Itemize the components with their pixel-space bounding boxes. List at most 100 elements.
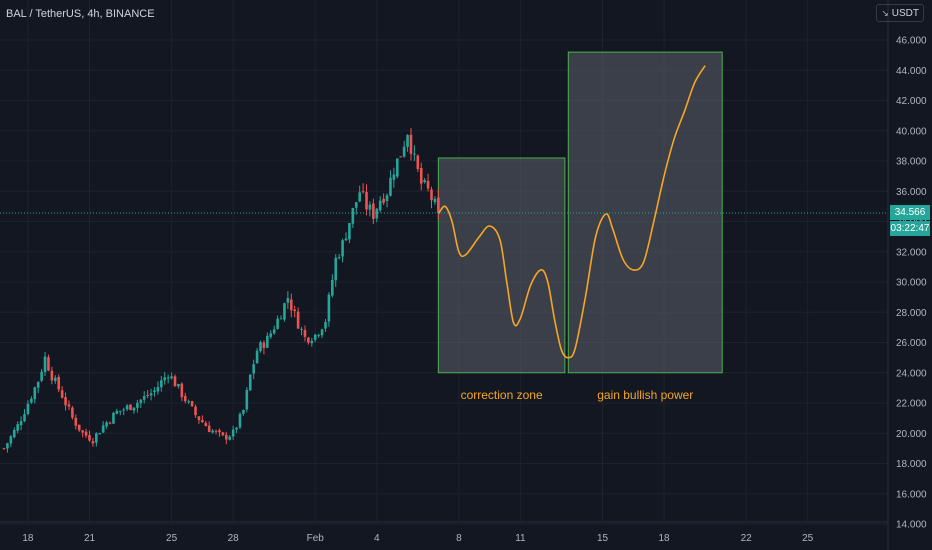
candle-body [399, 156, 403, 158]
candle-body [221, 432, 225, 436]
candle [190, 400, 194, 407]
candle-body [67, 404, 71, 407]
candle-body [269, 333, 273, 337]
candle [77, 424, 81, 433]
candle-body [392, 174, 396, 180]
candle [122, 407, 125, 416]
candle-body [91, 441, 95, 444]
candle-body [81, 430, 84, 433]
candle-body [204, 422, 208, 427]
candle [30, 396, 33, 404]
price-axis[interactable]: 46.00044.00042.00040.00038.00036.00034.0… [896, 36, 927, 531]
candle-body [2, 448, 6, 450]
candle [266, 332, 269, 349]
candle-body [358, 192, 361, 202]
candle [313, 334, 317, 343]
price-tick-label: 40.000 [896, 126, 927, 137]
candle [307, 336, 310, 345]
candle-body [77, 424, 81, 431]
candle [402, 140, 406, 158]
candle [255, 347, 259, 364]
currency-button[interactable]: ↘ USDT [876, 4, 924, 22]
candle-body [30, 398, 33, 403]
candle-body [327, 294, 331, 322]
candle-body [187, 401, 190, 403]
candle [252, 359, 255, 380]
candle [382, 193, 385, 205]
forecast-curve-layer [437, 65, 706, 359]
candle-body [180, 383, 184, 398]
candle-body [409, 134, 413, 154]
candle [211, 428, 214, 434]
candle-body [156, 386, 160, 392]
candle [385, 193, 389, 208]
candle-body [108, 422, 112, 424]
annotations: correction zone gain bullish power [461, 388, 694, 402]
candle-body [88, 435, 91, 441]
candle-body [324, 322, 327, 329]
candle-body [98, 433, 102, 435]
candle [95, 432, 98, 447]
candle-body [245, 389, 249, 410]
candle [286, 291, 290, 309]
candle [396, 158, 399, 179]
candle-body [43, 356, 47, 372]
candle-body [149, 393, 153, 396]
candle-body [50, 370, 54, 381]
candle [430, 186, 433, 209]
time-axis[interactable]: 18 21 25 28 Feb 4 8 11 15 18 22 25 [22, 533, 813, 544]
candle-body [57, 376, 61, 390]
candle-body [365, 192, 368, 210]
candle [337, 253, 341, 260]
candle-body [248, 374, 252, 391]
candle [139, 399, 143, 408]
candle-body [160, 380, 163, 388]
candle [238, 412, 242, 430]
candle-body [60, 390, 64, 398]
candle [242, 409, 245, 416]
time-tick-label: 28 [228, 533, 240, 544]
candle-body [218, 430, 221, 433]
candle [293, 305, 296, 318]
candle [245, 387, 249, 413]
price-tick-label: 14.000 [896, 520, 927, 531]
candle-body [272, 329, 276, 334]
candle-body [289, 299, 293, 311]
candle [142, 391, 146, 404]
candle [300, 326, 303, 336]
candle [365, 184, 368, 216]
time-tick-label: 25 [802, 533, 814, 544]
candle [235, 427, 238, 433]
candle [105, 420, 108, 429]
candle [108, 421, 112, 425]
candle-body [255, 350, 259, 364]
candle [71, 405, 74, 420]
candle-body [190, 401, 194, 407]
candle [170, 372, 173, 380]
price-tick-label: 20.000 [896, 429, 927, 440]
candle-body [235, 427, 238, 430]
candle-body [354, 202, 358, 208]
candle-body [228, 436, 232, 440]
candle-body [6, 443, 9, 449]
candle-body [334, 257, 338, 281]
time-tick-label: 15 [597, 533, 609, 544]
candle-body [303, 329, 307, 337]
candle [389, 170, 392, 197]
candle [26, 400, 30, 416]
zone-label: correction zone [461, 388, 543, 402]
candle [289, 293, 293, 318]
candle-body [296, 311, 300, 329]
candle-body [12, 429, 16, 438]
candle-body [33, 387, 37, 400]
candle-body [115, 410, 119, 414]
candle-body [74, 417, 78, 426]
candle [221, 431, 225, 437]
candle-body [382, 198, 385, 203]
candle [262, 340, 266, 355]
candle [423, 178, 426, 184]
candle [320, 328, 324, 339]
time-tick-label: 4 [374, 533, 380, 544]
candle-body [348, 223, 351, 240]
